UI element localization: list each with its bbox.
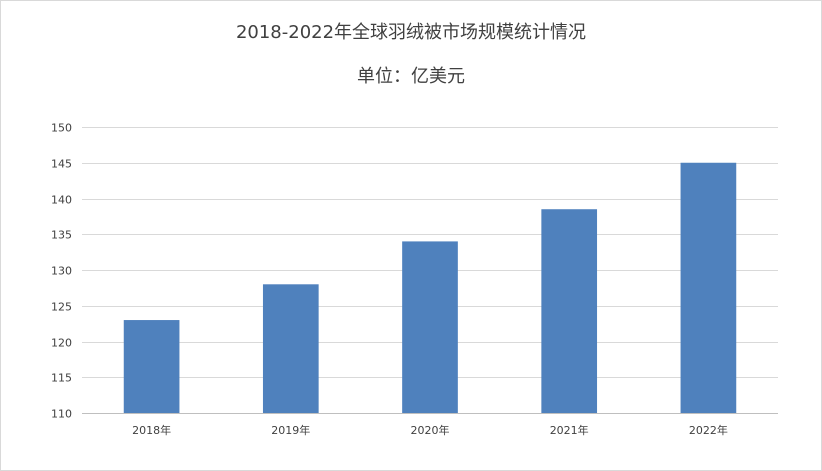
x-tick-label: 2020年 (411, 423, 450, 437)
y-axis: 110 115 120 125 130 135 140 145 150 (51, 122, 72, 421)
y-tick-label: 110 (51, 408, 72, 421)
y-tick-label: 150 (51, 122, 72, 135)
bar (680, 162, 737, 413)
y-tick-label: 145 (51, 158, 72, 171)
y-tick-label: 130 (51, 265, 72, 278)
y-tick-label: 135 (51, 229, 72, 242)
bar (123, 320, 180, 413)
y-tick-label: 120 (51, 337, 72, 350)
bar (262, 284, 319, 413)
bars (123, 162, 737, 413)
y-tick-label: 115 (51, 372, 72, 385)
bar (402, 241, 458, 413)
chart-subtitle: 单位：亿美元 (357, 66, 465, 87)
x-tick-label: 2018年 (132, 423, 171, 437)
x-tick-label: 2019年 (271, 423, 310, 437)
x-tick-label: 2021年 (550, 423, 589, 437)
x-axis: 2018年 2019年 2020年 2021年 2022年 (132, 423, 728, 437)
x-tick-label: 2022年 (689, 423, 728, 437)
y-tick-label: 125 (51, 301, 72, 314)
y-tick-label: 140 (51, 194, 72, 207)
chart-title: 2018-2022年全球羽绒被市场规模统计情况 (235, 22, 587, 43)
bar (541, 209, 598, 413)
